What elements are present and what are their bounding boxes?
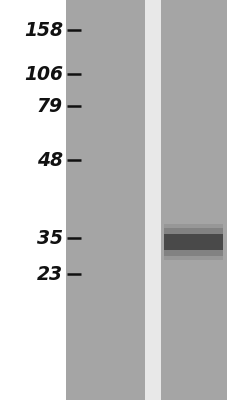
Bar [163,228,222,256]
Text: 158: 158 [24,20,62,40]
Text: 48: 48 [37,150,62,170]
Text: 106: 106 [24,64,62,84]
Bar [66,0,144,400]
Bar [144,0,160,400]
Text: 79: 79 [37,96,62,116]
Bar [160,0,227,400]
Text: 35: 35 [37,228,62,248]
Bar [163,224,222,260]
Text: 23: 23 [37,264,62,284]
Bar [163,234,222,250]
